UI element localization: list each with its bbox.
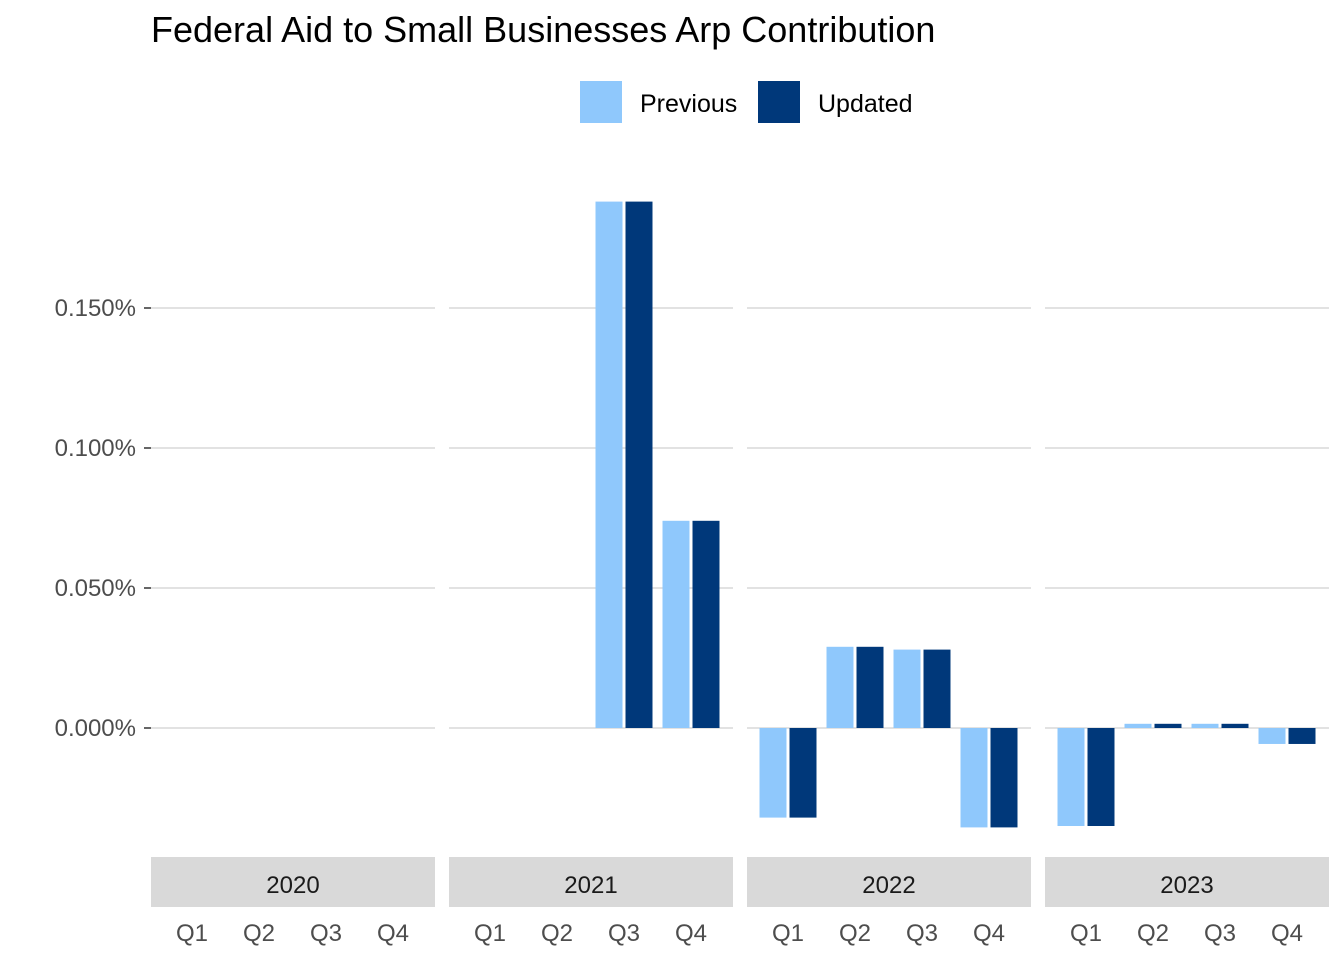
bar-2022-q1-previous [759, 728, 787, 818]
facet-strip-label: 2022 [862, 872, 915, 899]
y-tick-label: 0.050% [55, 575, 136, 602]
legend-key-previous [580, 81, 622, 123]
bar-2022-q2-updated [856, 646, 884, 728]
bar-2022-q4-updated [990, 728, 1018, 828]
x-tick-label: Q1 [176, 920, 208, 947]
bar-2023-q2-updated [1154, 723, 1182, 728]
chart-title: Federal Aid to Small Businesses Arp Cont… [151, 9, 935, 50]
bar-2023-q4-previous [1258, 728, 1286, 744]
x-tick-label: Q3 [1204, 920, 1236, 947]
x-tick-label: Q2 [243, 920, 275, 947]
legend-label-updated: Updated [818, 90, 913, 118]
facet-strip-label: 2023 [1160, 872, 1213, 899]
x-tick-label: Q1 [772, 920, 804, 947]
bar-2021-q4-updated [692, 520, 720, 728]
x-tick-label: Q2 [1137, 920, 1169, 947]
bar-2022-q3-previous [893, 649, 921, 728]
bar-2023-q4-updated [1288, 728, 1316, 744]
y-tick-label: 0.100% [55, 435, 136, 462]
bar-2023-q3-updated [1221, 723, 1249, 728]
x-tick-label: Q3 [608, 920, 640, 947]
legend-key-updated [758, 81, 800, 123]
bar-2021-q3-updated [625, 201, 653, 729]
x-tick-label: Q1 [1070, 920, 1102, 947]
bar-2023-q1-updated [1087, 728, 1115, 826]
y-tick-label: 0.150% [55, 295, 136, 322]
legend-label-previous: Previous [640, 90, 737, 118]
x-tick-label: Q2 [541, 920, 573, 947]
facet-strip-label: 2020 [266, 872, 319, 899]
facet-panel-2020: 2020 Q1 Q2 Q3 Q4 [151, 307, 435, 947]
x-tick-label: Q4 [973, 920, 1005, 947]
bar-2023-q1-previous [1057, 728, 1085, 826]
bar-2022-q2-previous [826, 646, 854, 728]
x-tick-label: Q2 [839, 920, 871, 947]
facet-strip-label: 2021 [564, 872, 617, 899]
facet-panel-2023: 2023 Q1 Q2 Q3 Q4 [1045, 307, 1329, 947]
y-axis: 0.000% 0.050% 0.100% 0.150% [55, 295, 151, 742]
bar-2023-q3-previous [1191, 723, 1219, 728]
bar-2022-q1-updated [789, 728, 817, 818]
facet-panel-2021: 2021 Q1 Q2 Q3 Q4 [449, 201, 733, 947]
x-tick-label: Q3 [906, 920, 938, 947]
x-tick-label: Q1 [474, 920, 506, 947]
facet-strip [1045, 857, 1329, 907]
x-tick-label: Q3 [310, 920, 342, 947]
bar-2023-q2-previous [1124, 723, 1152, 728]
bar-2021-q4-previous [662, 520, 690, 728]
x-tick-label: Q4 [1271, 920, 1303, 947]
bar-2022-q3-updated [923, 649, 951, 728]
facet-strip [151, 857, 435, 907]
facet-strip [747, 857, 1031, 907]
y-tick-label: 0.000% [55, 715, 136, 742]
bar-2022-q4-previous [960, 728, 988, 828]
legend: Previous Updated [580, 81, 913, 123]
x-tick-label: Q4 [675, 920, 707, 947]
x-tick-label: Q4 [377, 920, 409, 947]
facet-strip [449, 857, 733, 907]
facet-panel-2022: 2022 Q1 Q2 Q3 Q4 [747, 307, 1031, 947]
bar-2021-q3-previous [595, 201, 623, 729]
